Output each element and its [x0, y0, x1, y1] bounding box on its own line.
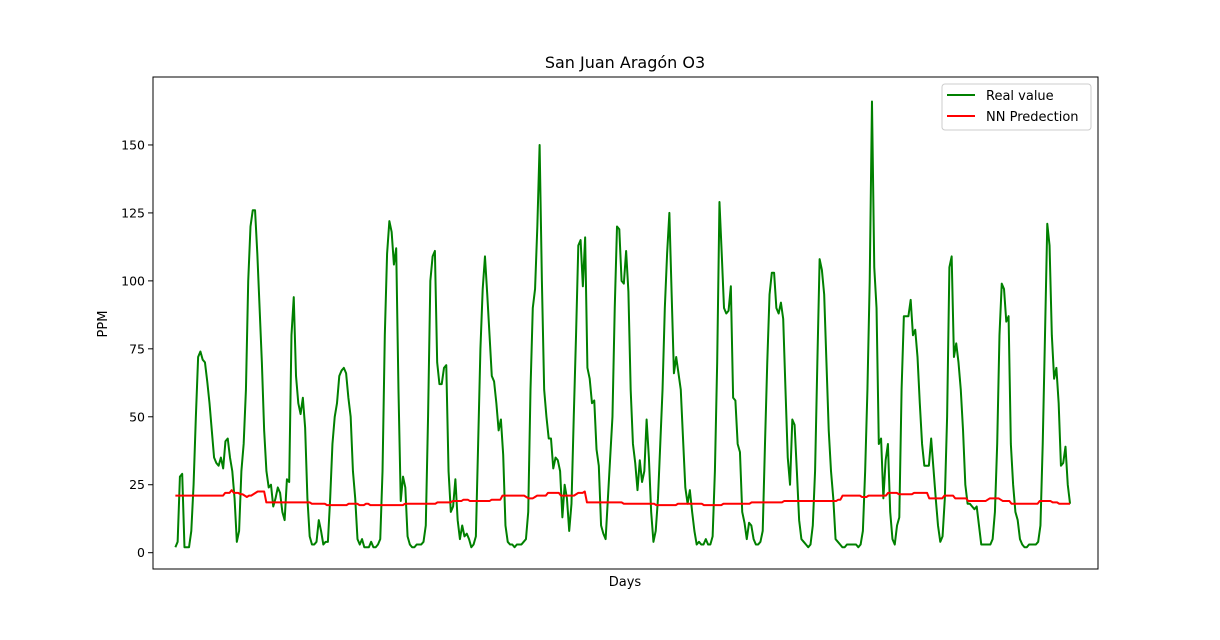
chart-title: San Juan Aragón O3	[545, 53, 705, 72]
legend-label-real-value: Real value	[986, 89, 1054, 104]
y-axis-label: PPM	[96, 311, 111, 338]
y-tick-label: 125	[121, 205, 145, 220]
series-line-nn-prediction	[175, 489, 1071, 507]
y-tick-label: 100	[121, 273, 145, 288]
y-axis-ticks: 0 25 50 75 100 125 150	[121, 137, 153, 560]
y-tick-label: 150	[121, 137, 145, 152]
y-tick-label: 25	[129, 477, 145, 492]
series-line-real-value	[174, 100, 1072, 549]
legend-box	[941, 83, 1092, 131]
y-tick-label: 0	[137, 545, 145, 560]
x-axis-label: Days	[609, 575, 642, 590]
plot-frame	[152, 76, 1099, 570]
series-layer	[174, 100, 1072, 549]
legend-label-nn-prediction: NN Predection	[986, 110, 1079, 125]
y-tick-label: 75	[129, 341, 145, 356]
legend: Real value NN Predection	[941, 83, 1092, 131]
y-tick-label: 50	[129, 409, 145, 424]
